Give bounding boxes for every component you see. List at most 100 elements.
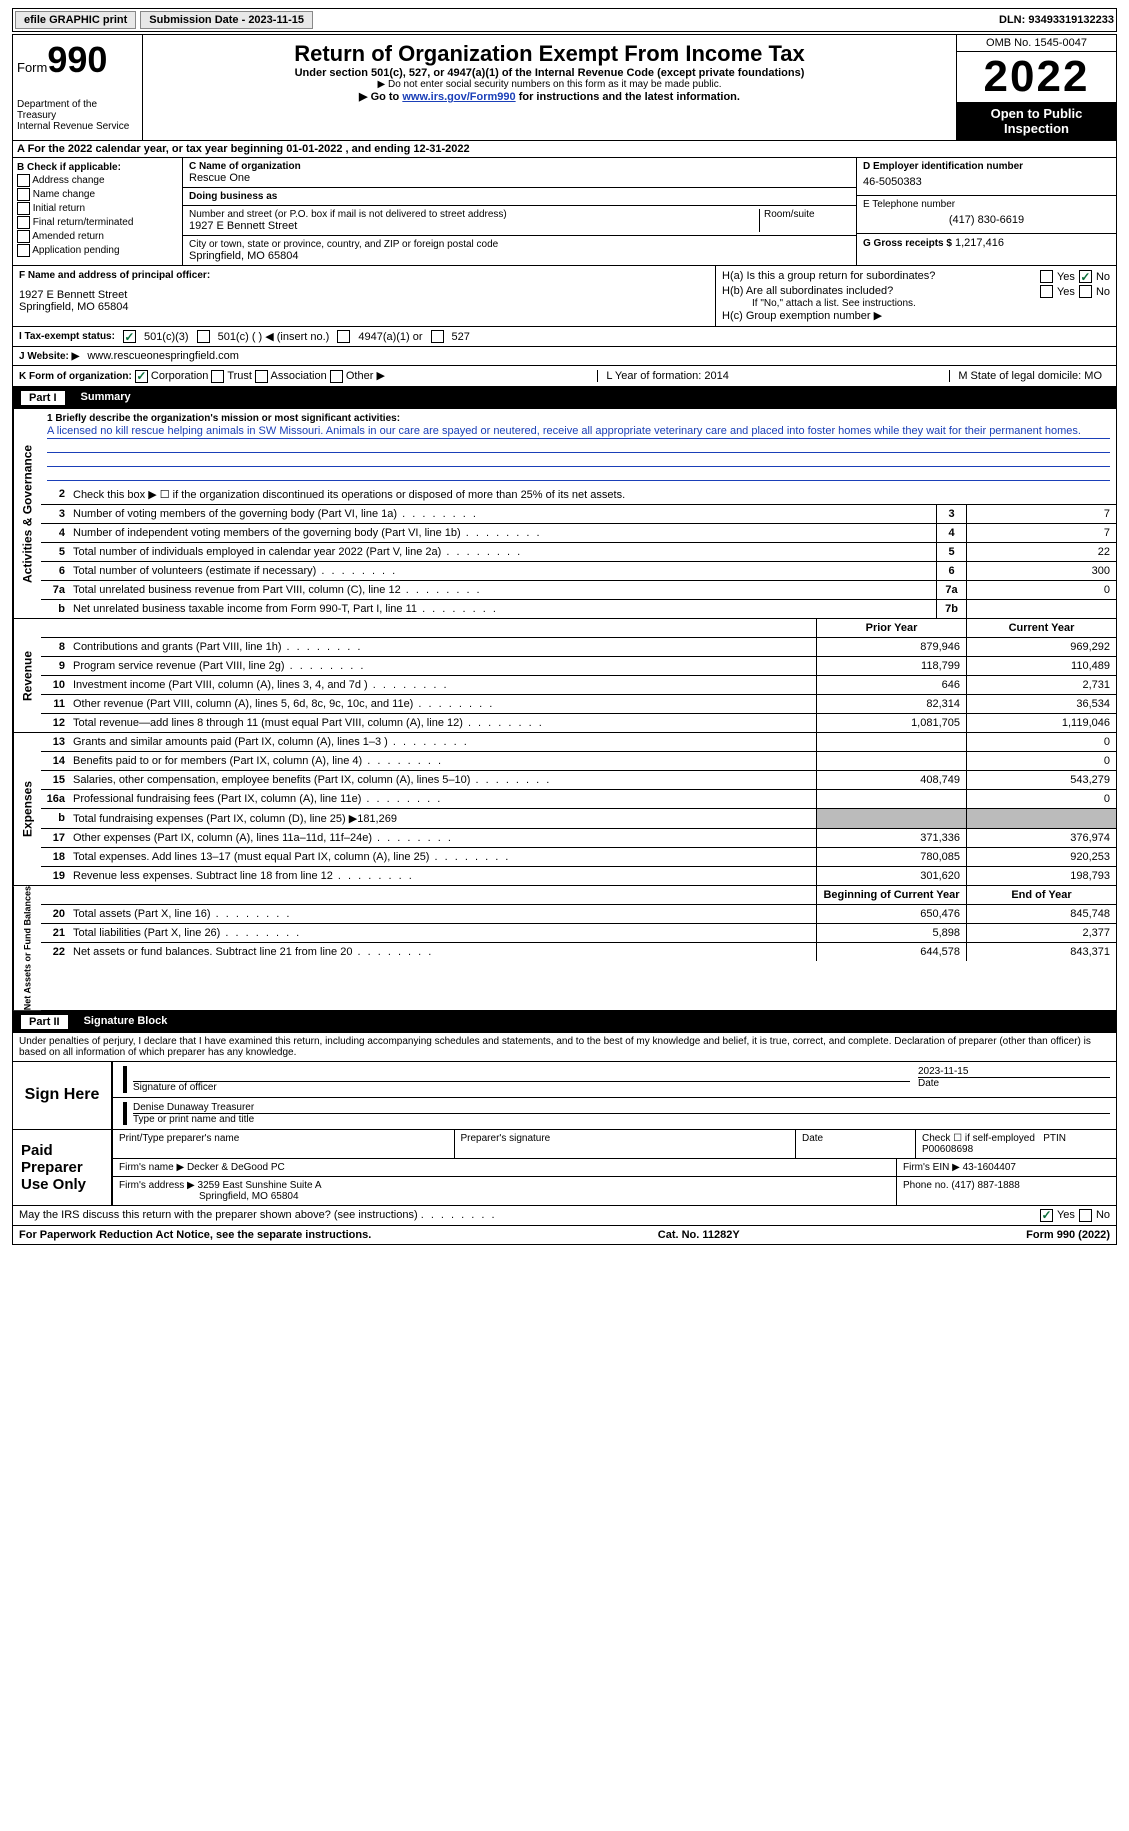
col-b-header: B Check if applicable: bbox=[17, 162, 178, 173]
gov-line-7a: 7a Total unrelated business revenue from… bbox=[41, 581, 1116, 600]
subtitle-1: Under section 501(c), 527, or 4947(a)(1)… bbox=[295, 67, 805, 79]
firm-addr2: Springfield, MO 65804 bbox=[119, 1191, 299, 1202]
tax-year: 2022 bbox=[957, 52, 1116, 102]
net-line-22: 22 Net assets or fund balances. Subtract… bbox=[41, 943, 1116, 961]
ha-no[interactable] bbox=[1079, 270, 1092, 283]
chk-application-pending[interactable]: Application pending bbox=[17, 244, 178, 257]
part-1-header: Part I Summary bbox=[12, 387, 1117, 409]
exp-line-17: 17 Other expenses (Part IX, column (A), … bbox=[41, 829, 1116, 848]
chk-final-return[interactable]: Final return/terminated bbox=[17, 216, 178, 229]
efile-print-button[interactable]: efile GRAPHIC print bbox=[15, 11, 136, 29]
chk-address-change[interactable]: Address change bbox=[17, 174, 178, 187]
prep-name-label: Print/Type preparer's name bbox=[113, 1130, 455, 1159]
firm-phone: (417) 887-1888 bbox=[951, 1180, 1019, 1191]
irs-link[interactable]: www.irs.gov/Form990 bbox=[402, 91, 515, 103]
chk-527[interactable] bbox=[431, 330, 444, 343]
mission-text: A licensed no kill rescue helping animal… bbox=[47, 424, 1110, 439]
form-title: Return of Organization Exempt From Incom… bbox=[294, 41, 805, 67]
chk-amended-return[interactable]: Amended return bbox=[17, 230, 178, 243]
website-value: www.rescueonespringfield.com bbox=[87, 350, 239, 362]
discuss-yes[interactable] bbox=[1040, 1209, 1053, 1222]
gov-line-b: b Net unrelated business taxable income … bbox=[41, 600, 1116, 618]
exp-line-14: 14 Benefits paid to or for members (Part… bbox=[41, 752, 1116, 771]
gross-label: G Gross receipts $ bbox=[863, 238, 952, 249]
part-2-header: Part II Signature Block bbox=[12, 1011, 1117, 1033]
sig-date: 2023-11-15 bbox=[918, 1066, 1110, 1078]
vtab-expenses: Expenses bbox=[13, 733, 41, 885]
hb-note: If "No," attach a list. See instructions… bbox=[722, 298, 1110, 309]
city-label: City or town, state or province, country… bbox=[189, 239, 850, 250]
hb-no[interactable] bbox=[1079, 285, 1092, 298]
opt-4947: 4947(a)(1) or bbox=[358, 331, 422, 343]
net-line-20: 20 Total assets (Part X, line 16) 650,47… bbox=[41, 905, 1116, 924]
chk-4947[interactable] bbox=[337, 330, 350, 343]
opt-assoc: Association bbox=[270, 370, 326, 382]
opt-corp: Corporation bbox=[151, 370, 208, 382]
col-end-year: End of Year bbox=[966, 886, 1116, 904]
rev-line-12: 12 Total revenue—add lines 8 through 11 … bbox=[41, 714, 1116, 732]
discuss-no[interactable] bbox=[1079, 1209, 1092, 1222]
chk-trust[interactable] bbox=[211, 370, 224, 383]
firm-name-label: Firm's name ▶ bbox=[119, 1162, 184, 1173]
chk-501c[interactable] bbox=[197, 330, 210, 343]
ha-yes[interactable] bbox=[1040, 270, 1053, 283]
hb-yes[interactable] bbox=[1040, 285, 1053, 298]
discuss-text: May the IRS discuss this return with the… bbox=[19, 1209, 497, 1221]
chk-501c3[interactable] bbox=[123, 330, 136, 343]
chk-name-change[interactable]: Name change bbox=[17, 188, 178, 201]
omb-number: OMB No. 1545-0047 bbox=[957, 35, 1116, 52]
submission-date-button[interactable]: Submission Date - 2023-11-15 bbox=[140, 11, 313, 29]
ptin-value: P00608698 bbox=[922, 1144, 973, 1155]
col-beginning-year: Beginning of Current Year bbox=[816, 886, 966, 904]
column-b-checkboxes: B Check if applicable: Address change Na… bbox=[13, 158, 183, 265]
ein-label: D Employer identification number bbox=[863, 161, 1110, 172]
street-value: 1927 E Bennett Street bbox=[189, 220, 755, 232]
col-current-year: Current Year bbox=[966, 619, 1116, 637]
vtab-net-assets: Net Assets or Fund Balances bbox=[13, 886, 41, 1010]
officer-addr1: 1927 E Bennett Street bbox=[19, 289, 709, 301]
vtab-revenue: Revenue bbox=[13, 619, 41, 732]
pra-notice: For Paperwork Reduction Act Notice, see … bbox=[19, 1229, 371, 1241]
prep-sig-label: Preparer's signature bbox=[455, 1130, 797, 1159]
officer-name: Denise Dunaway Treasurer bbox=[133, 1102, 1110, 1114]
gov-line-4: 4 Number of independent voting members o… bbox=[41, 524, 1116, 543]
subtitle-2: ▶ Do not enter social security numbers o… bbox=[378, 79, 722, 90]
city-value: Springfield, MO 65804 bbox=[189, 250, 850, 262]
opt-other: Other ▶ bbox=[346, 370, 385, 382]
exp-line-b: b Total fundraising expenses (Part IX, c… bbox=[41, 809, 1116, 829]
hb-label: H(b) Are all subordinates included? bbox=[722, 285, 893, 298]
page-footer: For Paperwork Reduction Act Notice, see … bbox=[12, 1226, 1117, 1245]
gov-line-5: 5 Total number of individuals employed i… bbox=[41, 543, 1116, 562]
part-1-num: Part I bbox=[21, 391, 65, 405]
gov-line-6: 6 Total number of volunteers (estimate i… bbox=[41, 562, 1116, 581]
ein-value: 46-5050383 bbox=[863, 172, 1110, 192]
exp-line-18: 18 Total expenses. Add lines 13–17 (must… bbox=[41, 848, 1116, 867]
exp-line-13: 13 Grants and similar amounts paid (Part… bbox=[41, 733, 1116, 752]
opt-527: 527 bbox=[452, 331, 470, 343]
open-inspection: Open to Public Inspection bbox=[957, 102, 1116, 140]
part-1-title: Summary bbox=[81, 391, 131, 405]
street-label: Number and street (or P.O. box if mail i… bbox=[189, 209, 755, 220]
org-name-label: C Name of organization bbox=[189, 161, 850, 172]
dba-label: Doing business as bbox=[189, 191, 850, 202]
rev-line-9: 9 Program service revenue (Part VIII, li… bbox=[41, 657, 1116, 676]
toolbar: efile GRAPHIC print Submission Date - 20… bbox=[12, 8, 1117, 32]
gross-value: 1,217,416 bbox=[955, 237, 1004, 249]
gov-line-3: 3 Number of voting members of the govern… bbox=[41, 505, 1116, 524]
exp-line-16a: 16a Professional fundraising fees (Part … bbox=[41, 790, 1116, 809]
row-a-tax-year: A For the 2022 calendar year, or tax yea… bbox=[12, 141, 1117, 158]
prep-date-label: Date bbox=[796, 1130, 916, 1159]
officer-name-label: Type or print name and title bbox=[133, 1114, 1110, 1125]
website-label: J Website: ▶ bbox=[19, 351, 79, 362]
chk-assoc[interactable] bbox=[255, 370, 268, 383]
room-label: Room/suite bbox=[764, 209, 850, 220]
rev-line-11: 11 Other revenue (Part VIII, column (A),… bbox=[41, 695, 1116, 714]
irs-label: Internal Revenue Service bbox=[17, 121, 138, 132]
sig-date-label: Date bbox=[918, 1078, 1110, 1089]
year-formation: L Year of formation: 2014 bbox=[597, 370, 737, 382]
cat-number: Cat. No. 11282Y bbox=[658, 1229, 740, 1241]
exp-line-15: 15 Salaries, other compensation, employe… bbox=[41, 771, 1116, 790]
chk-other[interactable] bbox=[330, 370, 343, 383]
chk-corp[interactable] bbox=[135, 370, 148, 383]
chk-initial-return[interactable]: Initial return bbox=[17, 202, 178, 215]
